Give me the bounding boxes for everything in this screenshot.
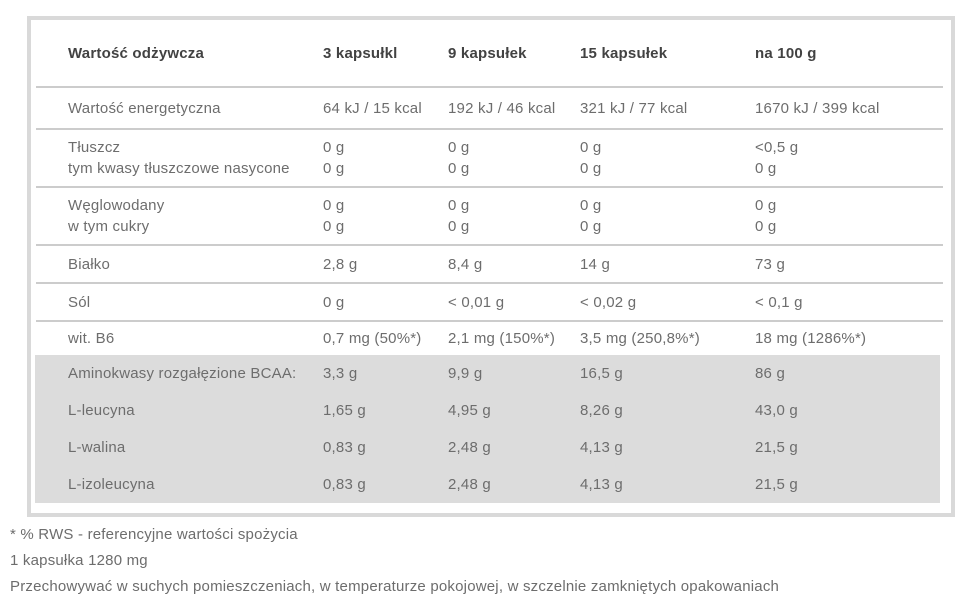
nutrition-table-panel: Wartość odżywcza 3 kapsułkl 9 kapsułek 1… [27, 16, 955, 517]
row-divider [36, 244, 943, 246]
row-value: 21,5 g [755, 476, 798, 493]
row-divider [36, 320, 943, 322]
row-label: Tłuszcz tym kwasy tłuszczowe nasycone [68, 139, 290, 177]
row-divider [36, 186, 943, 188]
header-col-15-capsules: 15 kapsułek [580, 44, 668, 62]
row-value: 64 kJ / 15 kcal [323, 99, 422, 117]
row-value: 1670 kJ / 399 kcal [755, 99, 880, 117]
row-value: 21,5 g [755, 439, 798, 456]
row-label: Sól [68, 293, 91, 311]
row-label: L-walina [68, 439, 126, 456]
row-value: 3,3 g [323, 365, 358, 382]
row-value: 4,13 g [580, 476, 623, 493]
row-value: 1,65 g [323, 402, 366, 419]
row-value: < 0,02 g [580, 293, 637, 311]
table-header-row: Wartość odżywcza 3 kapsułkl 9 kapsułek 1… [31, 20, 951, 86]
row-label: L-izoleucyna [68, 476, 155, 493]
row-label: Aminokwasy rozgałęzione BCAA: [68, 365, 297, 382]
row-value: 0,7 mg (50%*) [323, 330, 422, 347]
row-label: wit. B6 [68, 330, 115, 347]
row-value: 2,1 mg (150%*) [448, 330, 556, 347]
header-col-3-capsules: 3 kapsułkl [323, 44, 398, 62]
row-divider [36, 128, 943, 130]
row-value: 43,0 g [755, 402, 798, 419]
table-row: Aminokwasy rozgałęzione BCAA: 3,3 g 9,9 g 1… [35, 355, 940, 392]
table-body: Wartość energetyczna 64 kJ / 15 kcal 192 k… [31, 88, 951, 355]
row-value: < 0,01 g [448, 293, 505, 311]
row-value: 4,13 g [580, 439, 623, 456]
table-row: L-walina 0,83 g 2,48 g 4,13 g 21,5 g [35, 429, 940, 466]
row-value: 4,95 g [448, 402, 491, 419]
header-col-9-capsules: 9 kapsułek [448, 44, 527, 62]
row-label: Węglowodany w tym cukry [68, 197, 165, 235]
row-divider [36, 86, 943, 88]
footnote-capsule-weight: 1 kapsułka 1280 mg [10, 552, 148, 569]
row-value: 0 g [323, 293, 345, 311]
row-value: 9,9 g [448, 365, 483, 382]
footnote-rws: * % RWS - referencyjne wartości spożycia [10, 526, 298, 543]
row-value: 18 mg (1286%*) [755, 330, 867, 347]
row-divider [36, 282, 943, 284]
row-value: 73 g [755, 255, 785, 273]
table-row: L-leucyna 1,65 g 4,95 g 8,26 g 43,0 g [35, 392, 940, 429]
row-value: 86 g [755, 365, 785, 382]
row-label: Białko [68, 255, 111, 273]
table-row: Sól 0 g < 0,01 g < 0,02 g < 0,1 g [31, 284, 951, 320]
row-value: 0,83 g [323, 476, 366, 493]
header-nutrition-label: Wartość odżywcza [68, 44, 205, 62]
footnote-storage: Przechowywać w suchych pomieszczeniach, … [10, 578, 780, 595]
row-value: 2,8 g [323, 255, 358, 273]
row-value: 8,4 g [448, 255, 483, 273]
table-row: wit. B6 0,7 mg (50%*) 2,1 mg (150%*) 3,5 mg… [31, 322, 951, 355]
row-value: 8,26 g [580, 402, 623, 419]
row-value: 16,5 g [580, 365, 623, 382]
bcaa-highlight-section: Aminokwasy rozgałęzione BCAA: 3,3 g 9,9 g 1… [35, 355, 940, 503]
row-value: < 0,1 g [755, 293, 803, 311]
table-row: L-izoleucyna 0,83 g 2,48 g 4,13 g 21,5 g [35, 466, 940, 503]
row-value: 14 g [580, 255, 610, 273]
row-value: 2,48 g [448, 439, 491, 456]
row-value: 192 kJ / 46 kcal [448, 99, 556, 117]
row-value: 0,83 g [323, 439, 366, 456]
table-row: Wartość energetyczna 64 kJ / 15 kcal 192 k… [31, 88, 951, 128]
row-value: 321 kJ / 77 kcal [580, 99, 688, 117]
row-value: 3,5 mg (250,8%*) [580, 330, 700, 347]
row-label: Wartość energetyczna [68, 99, 221, 117]
row-value: 2,48 g [448, 476, 491, 493]
header-col-per-100g: na 100 g [755, 44, 817, 62]
row-label: L-leucyna [68, 402, 135, 419]
table-row: Białko 2,8 g 8,4 g 14 g 73 g [31, 246, 951, 282]
footnotes: * % RWS - referencyjne wartości spożycia… [10, 522, 779, 600]
